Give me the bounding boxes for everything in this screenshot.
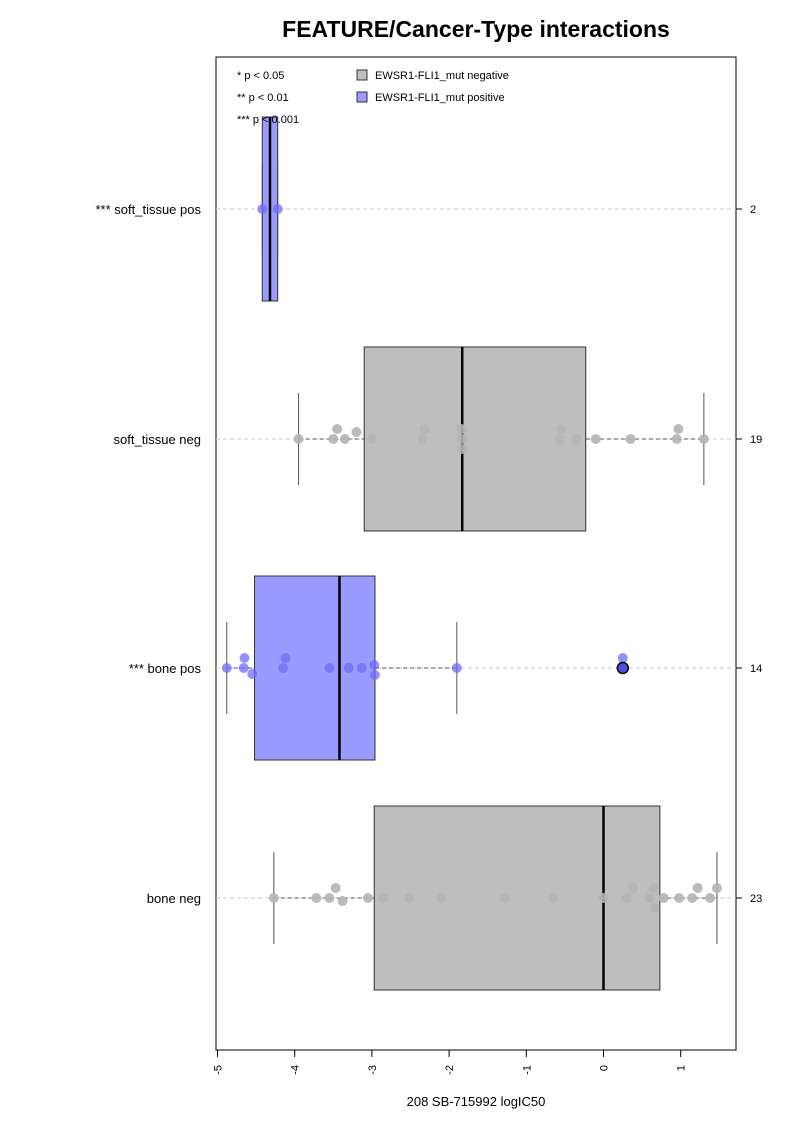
data-point xyxy=(324,663,335,673)
legend-swatch xyxy=(356,91,368,103)
x-tick-label: -5 xyxy=(213,1065,225,1075)
data-point xyxy=(278,663,289,673)
data-point xyxy=(649,903,660,913)
group-count: 14 xyxy=(750,663,762,675)
boxes xyxy=(226,116,718,991)
chart-title: FEATURE/Cancer-Type interactions xyxy=(282,16,670,42)
data-point xyxy=(621,893,632,903)
data-point xyxy=(705,893,716,903)
points xyxy=(221,204,722,913)
group-counts: 23 14 19 2 xyxy=(736,204,762,905)
data-point xyxy=(571,434,582,444)
color-legend: EWSR1-FLI1_mut negative EWSR1-FLI1_mut po… xyxy=(356,69,509,104)
x-tick-label: -3 xyxy=(367,1065,379,1075)
data-point xyxy=(499,893,510,903)
data-point xyxy=(644,893,655,903)
box-soft_tissue-neg xyxy=(363,346,587,532)
significance-legend: * p < 0.05 ** p < 0.01 *** p < 0.001 xyxy=(237,70,299,126)
group-label: soft_tissue neg xyxy=(114,432,201,447)
box-bone-pos xyxy=(254,575,376,761)
data-point xyxy=(238,663,249,673)
data-point xyxy=(590,434,601,444)
data-point xyxy=(598,893,609,903)
data-point xyxy=(330,883,341,893)
data-point xyxy=(268,893,279,903)
box-bone-neg xyxy=(373,805,661,991)
data-point xyxy=(692,883,703,893)
x-tick-label: -2 xyxy=(444,1065,456,1075)
data-point xyxy=(456,424,467,434)
x-tick-label: 1 xyxy=(676,1065,688,1071)
data-point xyxy=(239,653,250,663)
data-point xyxy=(625,434,636,444)
significance-entry: ** p < 0.01 xyxy=(237,92,289,104)
data-point xyxy=(627,883,638,893)
data-point xyxy=(419,424,430,434)
data-point xyxy=(378,893,389,903)
data-point xyxy=(698,434,709,444)
data-point xyxy=(403,893,414,903)
group-count: 23 xyxy=(750,893,762,905)
legend-label: EWSR1-FLI1_mut positive xyxy=(375,92,505,104)
data-point xyxy=(328,434,339,444)
group-count: 19 xyxy=(750,434,762,446)
data-point xyxy=(674,893,685,903)
data-point xyxy=(658,893,669,903)
data-point xyxy=(556,424,567,434)
data-point xyxy=(369,670,380,680)
data-point xyxy=(311,893,322,903)
data-point xyxy=(351,427,362,437)
data-point xyxy=(337,896,348,906)
data-point xyxy=(332,424,343,434)
data-point xyxy=(457,444,468,454)
gridlines xyxy=(216,208,736,899)
data-point xyxy=(366,434,377,444)
data-point xyxy=(247,669,258,679)
data-point xyxy=(369,660,380,670)
significance-entry: *** p < 0.001 xyxy=(237,114,299,126)
x-tick-label: -1 xyxy=(521,1065,533,1075)
data-point xyxy=(436,893,447,903)
data-point xyxy=(711,883,722,893)
data-point xyxy=(363,893,374,903)
data-point xyxy=(272,204,283,214)
group-count: 2 xyxy=(750,204,756,216)
data-point xyxy=(417,434,428,444)
data-point xyxy=(356,663,367,673)
group-label: *** soft_tissue pos xyxy=(95,202,201,217)
data-point xyxy=(554,434,565,444)
group-labels: bone neg *** bone pos soft_tissue neg *** s… xyxy=(95,202,201,906)
legend-label: EWSR1-FLI1_mut negative xyxy=(375,70,509,82)
x-axis-label: 208 SB-715992 logIC50 xyxy=(407,1094,546,1109)
legend-swatch xyxy=(356,69,368,81)
significance-entry: * p < 0.05 xyxy=(237,70,284,82)
data-point xyxy=(673,424,684,434)
data-point xyxy=(548,893,559,903)
data-point xyxy=(451,663,462,673)
x-axis: -5 -4 -3 -2 -1 0 1 xyxy=(213,1049,688,1075)
data-point xyxy=(343,663,354,673)
data-point xyxy=(324,893,335,903)
data-point xyxy=(339,434,350,444)
group-label: bone neg xyxy=(147,891,201,906)
data-point xyxy=(293,434,304,444)
data-point xyxy=(671,434,682,444)
data-point xyxy=(280,653,291,663)
data-point xyxy=(456,434,467,444)
group-label: *** bone pos xyxy=(129,661,202,676)
data-point xyxy=(648,883,659,893)
data-point xyxy=(617,653,628,663)
data-point xyxy=(687,893,698,903)
x-tick-label: -4 xyxy=(290,1065,302,1075)
x-tick-label: 0 xyxy=(599,1065,611,1071)
highlighted-point xyxy=(616,661,630,675)
data-point xyxy=(221,663,232,673)
data-point xyxy=(257,204,268,214)
